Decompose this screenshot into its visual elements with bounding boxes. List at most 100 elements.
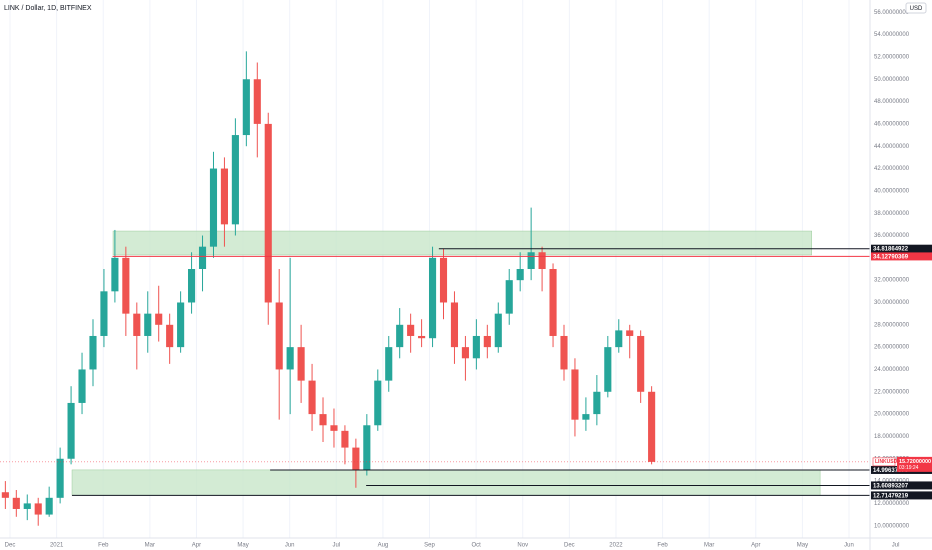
candle-body bbox=[308, 380, 316, 415]
y-tick-label: 32.00000000 bbox=[874, 278, 910, 284]
x-tick-label: 2021 bbox=[50, 543, 64, 549]
y-tick-label: 26.00000000 bbox=[874, 345, 910, 351]
y-tick-label: 36.00000000 bbox=[874, 233, 910, 239]
x-tick-label: May bbox=[237, 543, 248, 549]
candle-body bbox=[209, 168, 218, 247]
level-label: 12.71479219 bbox=[873, 493, 909, 499]
x-tick-label: 2022 bbox=[609, 543, 623, 549]
candle-body bbox=[418, 335, 426, 339]
candle-body bbox=[439, 257, 448, 303]
candle-body bbox=[341, 430, 349, 448]
candle-body bbox=[144, 313, 152, 336]
candle-body bbox=[155, 313, 163, 325]
x-tick-label: Apr bbox=[192, 543, 201, 549]
x-tick-label: Nov bbox=[517, 543, 528, 549]
x-tick-label: Jun bbox=[285, 543, 295, 549]
currency[interactable]: USD bbox=[910, 6, 923, 12]
candle-body bbox=[615, 330, 623, 348]
symbol-tag bbox=[872, 457, 896, 467]
y-tick-label: 46.00000000 bbox=[874, 121, 910, 127]
candle-body bbox=[330, 425, 338, 431]
candle-body bbox=[637, 335, 645, 392]
y-tick-label: 12.00000000 bbox=[874, 501, 910, 507]
level-label: 13.60893207 bbox=[873, 483, 909, 489]
candle-body bbox=[78, 369, 86, 403]
candle-body bbox=[89, 335, 97, 370]
candle-body bbox=[188, 269, 196, 303]
candle-body bbox=[483, 335, 491, 348]
candle-body bbox=[549, 269, 557, 336]
y-tick-label: 30.00000000 bbox=[874, 300, 910, 306]
y-tick-label: 40.00000000 bbox=[874, 188, 910, 194]
x-tick-label: Apr bbox=[751, 543, 760, 549]
candle-body bbox=[264, 123, 272, 303]
candle-body bbox=[560, 335, 568, 370]
x-tick-label: Jul bbox=[892, 543, 900, 549]
candle-body bbox=[166, 324, 174, 348]
x-tick-label: Jul bbox=[332, 543, 340, 549]
candle-body bbox=[407, 324, 415, 336]
candle-body bbox=[352, 447, 360, 470]
y-tick-label: 10.00000000 bbox=[874, 523, 910, 529]
candle-body bbox=[231, 135, 239, 225]
y-tick-label: 56.00000000 bbox=[874, 10, 910, 16]
candle-body bbox=[461, 347, 469, 359]
x-tick-label: Aug bbox=[378, 543, 389, 549]
candle-body bbox=[177, 302, 185, 348]
level-label: 34.81864922 bbox=[873, 247, 909, 253]
candle-body bbox=[385, 347, 393, 381]
symbol-label: LINKUSD bbox=[875, 459, 898, 465]
level-label-box bbox=[871, 491, 932, 500]
y-tick-label: 54.00000000 bbox=[874, 32, 910, 38]
x-tick-label: Dec bbox=[564, 543, 575, 549]
candle-body bbox=[1, 492, 9, 498]
y-tick-label: 50.00000000 bbox=[874, 77, 910, 83]
level-label-box bbox=[871, 252, 932, 261]
candle-body bbox=[275, 302, 283, 370]
y-tick-label: 42.00000000 bbox=[874, 166, 910, 172]
x-tick-label: Sep bbox=[424, 543, 435, 549]
y-tick-label: 20.00000000 bbox=[874, 412, 910, 418]
level-label-box bbox=[871, 481, 932, 490]
x-tick-label: Oct bbox=[471, 543, 481, 549]
candle-body bbox=[505, 280, 513, 314]
candle-body bbox=[428, 257, 437, 339]
last-price-label: 15.72000000 bbox=[899, 459, 931, 465]
candle-body bbox=[319, 414, 327, 426]
candle-body bbox=[571, 369, 579, 420]
candle-body bbox=[111, 257, 119, 292]
level-label: 14.99637370 bbox=[873, 468, 909, 474]
candle-body bbox=[23, 503, 31, 509]
candle-body bbox=[242, 79, 250, 136]
candle-body bbox=[538, 252, 546, 269]
y-tick-label: 38.00000000 bbox=[874, 211, 910, 217]
candle-body bbox=[122, 257, 130, 314]
chart-title: LINK / Dollar, 1D, BITFINEX bbox=[4, 5, 92, 12]
candle-body bbox=[604, 347, 612, 392]
candle-body bbox=[34, 503, 42, 515]
x-tick-label: Mar bbox=[704, 543, 714, 549]
candle-body bbox=[67, 402, 75, 459]
last-price-box bbox=[897, 456, 932, 472]
y-tick-label: 24.00000000 bbox=[874, 367, 910, 373]
candle-body bbox=[12, 497, 20, 509]
y-tick-label: 22.00000000 bbox=[874, 389, 910, 395]
candle-body bbox=[582, 414, 590, 420]
candle-body bbox=[527, 252, 535, 269]
candle-body bbox=[626, 330, 634, 336]
y-tick-label: 18.00000000 bbox=[874, 434, 910, 440]
candle-body bbox=[56, 458, 64, 498]
x-tick-label: Dec bbox=[5, 543, 16, 549]
x-tick-label: Mar bbox=[145, 543, 155, 549]
candle-body bbox=[253, 79, 261, 124]
currency-button[interactable] bbox=[905, 2, 927, 14]
y-tick-label: 28.00000000 bbox=[874, 322, 910, 328]
zone bbox=[71, 469, 821, 496]
level-label-box bbox=[871, 244, 932, 253]
level-label: 34.12790369 bbox=[873, 254, 909, 260]
y-tick-label: 44.00000000 bbox=[874, 144, 910, 150]
candle-body bbox=[198, 246, 207, 269]
candle-body bbox=[396, 324, 404, 348]
zone bbox=[112, 230, 812, 256]
